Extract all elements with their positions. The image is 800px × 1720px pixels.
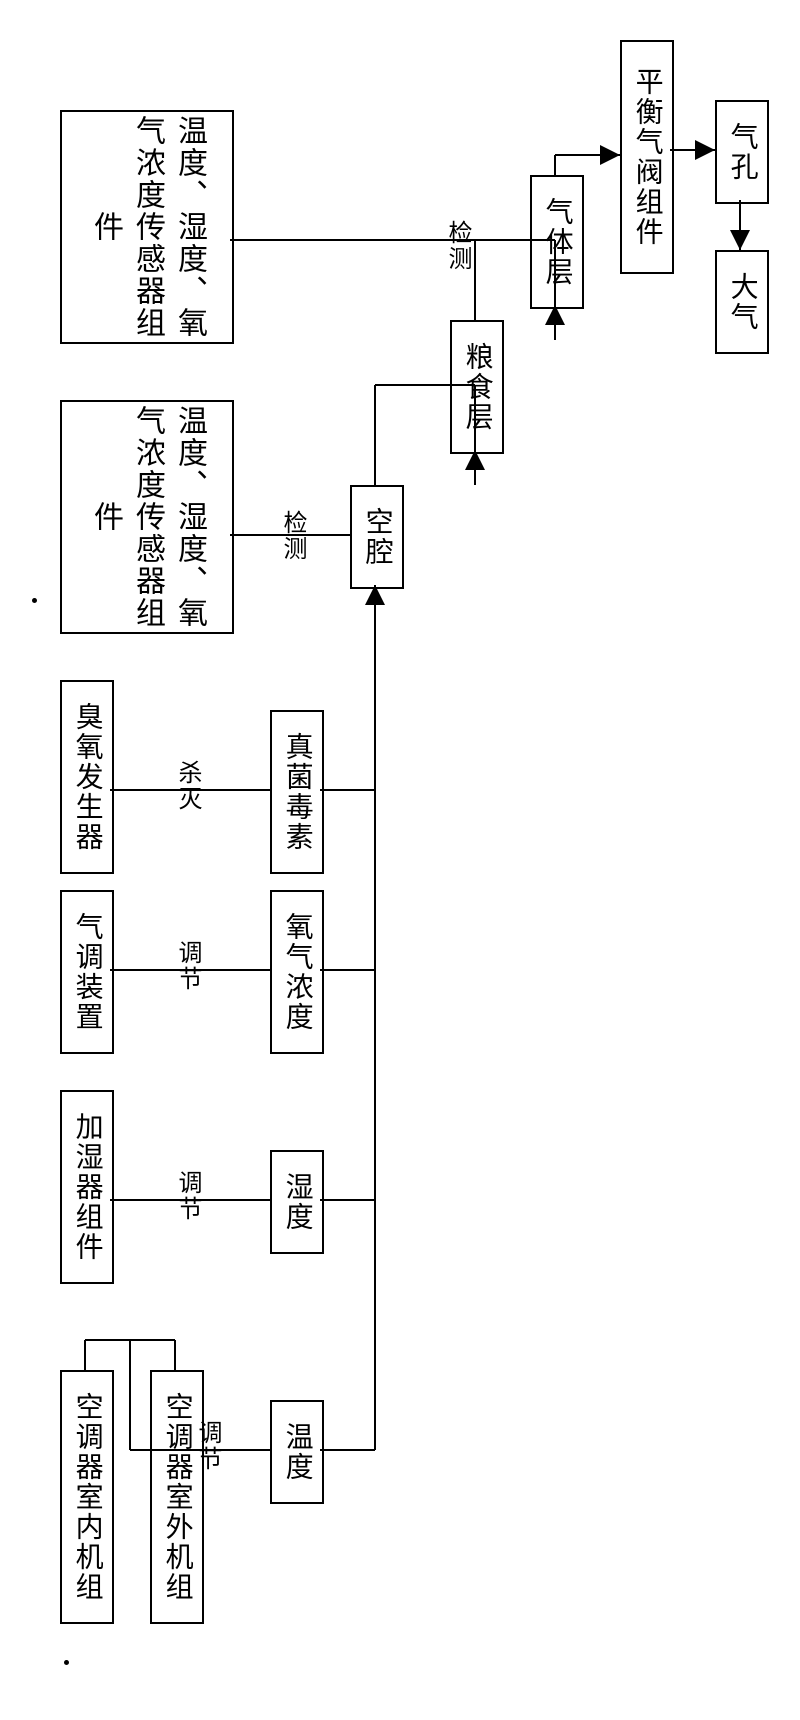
- label-adjust-humid: 调节: [170, 1170, 205, 1222]
- node-temperature: 温度: [270, 1400, 324, 1504]
- node-grain-layer: 粮食层: [450, 320, 504, 454]
- node-cavity: 空腔: [350, 485, 404, 589]
- node-ac-outdoor: 空调器室外机组: [150, 1370, 204, 1624]
- node-o2-conc: 氧气浓度: [270, 890, 324, 1054]
- node-ozone-gen: 臭氧发生器: [60, 680, 114, 874]
- diagram-canvas: 空调器室内机组 空调器室外机组 加湿器组件 气调装置 臭氧发生器 温度 湿度 氧…: [20, 20, 780, 1700]
- node-gas-adjust: 气调装置: [60, 890, 114, 1054]
- dot-2: [64, 1660, 69, 1665]
- node-balance-valve: 平衡气阀组件: [620, 40, 674, 274]
- node-humidity: 湿度: [270, 1150, 324, 1254]
- node-sensor-1: 温度、湿度、氧气浓度传感器组件: [60, 400, 234, 634]
- node-atmosphere: 大气: [715, 250, 769, 354]
- label-adjust-temp: 调节: [190, 1420, 225, 1472]
- label-kill: 杀灭: [170, 760, 205, 812]
- node-fungus: 真菌毒素: [270, 710, 324, 874]
- label-detect-2: 检测: [440, 220, 475, 272]
- node-ac-indoor: 空调器室内机组: [60, 1370, 114, 1624]
- label-adjust-o2: 调节: [170, 940, 205, 992]
- node-humidifier: 加湿器组件: [60, 1090, 114, 1284]
- node-sensor-2: 温度、湿度、氧气浓度传感器组件: [60, 110, 234, 344]
- node-gas-layer: 气体层: [530, 175, 584, 309]
- label-detect-1: 检测: [275, 510, 310, 562]
- dot-1: [32, 598, 37, 603]
- node-air-hole: 气孔: [715, 100, 769, 204]
